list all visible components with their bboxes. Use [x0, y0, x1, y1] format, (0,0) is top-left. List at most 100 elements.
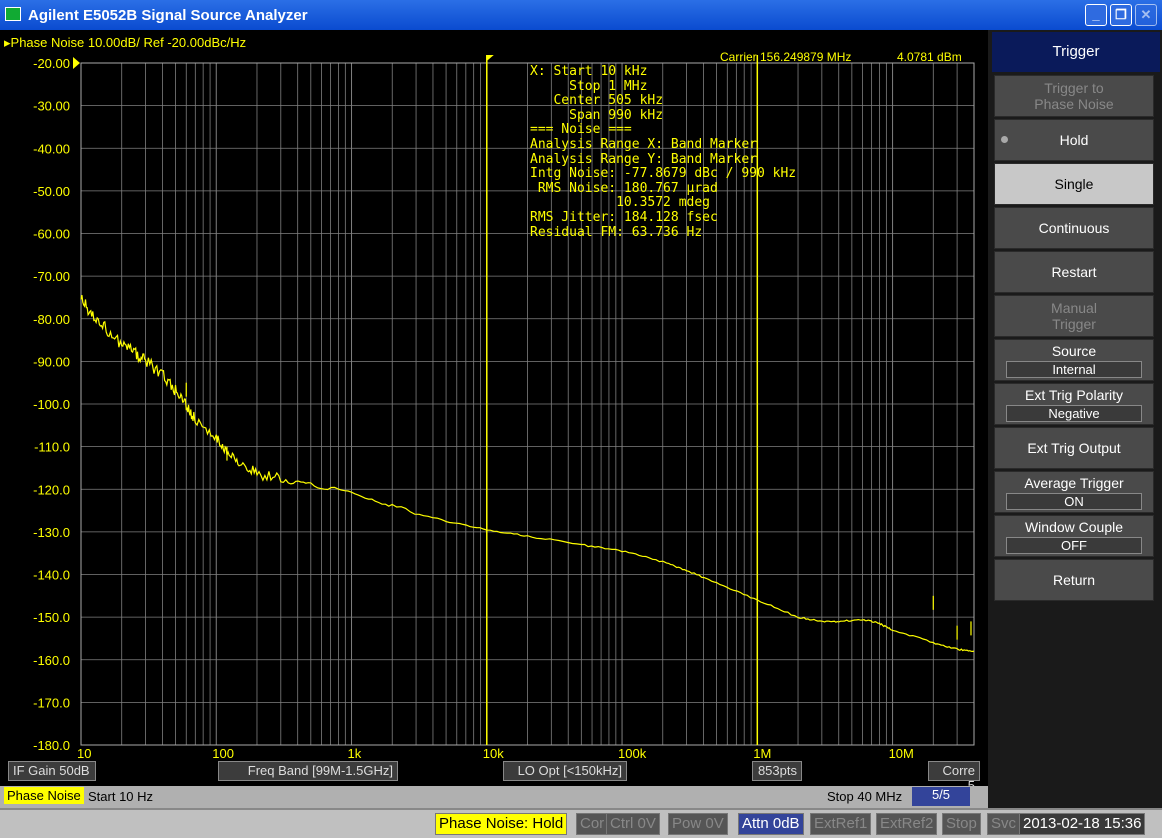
softkey-continuous[interactable]: Continuous: [994, 207, 1154, 249]
analysis-line: Analysis Range X: Band Marker: [530, 138, 796, 153]
status-indicator: Svc: [987, 813, 1020, 835]
x-tick-label: 1M: [753, 746, 771, 761]
softkey-restart[interactable]: Restart: [994, 251, 1154, 293]
y-tick-label: -170.0: [33, 695, 70, 710]
status-indicator: Pow 0V: [668, 813, 728, 835]
stop-frequency[interactable]: Stop 40 MHz: [827, 789, 902, 804]
y-tick-label: -60.00: [33, 227, 70, 242]
analysis-line: 10.3572 mdeg: [530, 196, 796, 211]
setting-indicator[interactable]: 853pts: [752, 761, 802, 781]
softkey-label: Source: [1052, 343, 1096, 359]
minimize-button[interactable]: _: [1085, 4, 1107, 26]
y-tick-label: -110.0: [34, 440, 70, 455]
reference-level-marker-icon: [73, 57, 80, 69]
softkey-manual-trigger[interactable]: Manual Trigger: [994, 295, 1154, 337]
y-tick-label: -90.00: [33, 354, 70, 369]
analysis-line: X: Start 10 kHz: [530, 65, 796, 80]
restore-button[interactable]: ❐: [1110, 4, 1132, 26]
softkey-window-couple[interactable]: Window Couple OFF: [994, 515, 1154, 557]
analysis-line: === Noise ===: [530, 123, 796, 138]
softkey-label: Window Couple: [1025, 519, 1123, 535]
softkey-label: Trigger to Phase Noise: [1034, 80, 1113, 112]
analysis-line: Analysis Range Y: Band Marker: [530, 153, 796, 168]
carrier-readout: Carrier 156.249879 MHz: [720, 50, 851, 64]
softkey-value: OFF: [1006, 537, 1142, 554]
y-tick-label: -120.0: [33, 482, 70, 497]
carrier-power: 4.0781 dBm: [897, 50, 962, 64]
softkey-label: Ext Trig Polarity: [1025, 387, 1123, 403]
softkey-label: Continuous: [1039, 220, 1110, 236]
softkey-return[interactable]: Return: [994, 559, 1154, 601]
trace-header-text: Phase Noise 10.00dB/ Ref -20.00dBc/Hz: [11, 35, 247, 50]
status-indicator: Ctrl 0V: [606, 813, 660, 835]
instrument-status-bar: Phase Noise: Hold Cor Ctrl 0V Pow 0V Attn 0d…: [0, 808, 1162, 838]
app-icon: [5, 7, 21, 21]
softkey-label: Ext Trig Output: [1027, 440, 1120, 456]
softkey-label: Average Trigger: [1024, 475, 1123, 491]
y-tick-label: -100.0: [33, 397, 70, 412]
y-tick-label: -70.00: [33, 269, 70, 284]
status-indicator: Cor: [576, 813, 608, 835]
setting-indicator[interactable]: Corre 5: [928, 761, 980, 781]
status-indicator: Stop: [942, 813, 981, 835]
x-tick-label: 100: [212, 746, 234, 761]
softkey-trigger-to-phase-noise[interactable]: Trigger to Phase Noise: [994, 75, 1154, 117]
x-tick-label: 10: [77, 746, 91, 761]
y-tick-label: -140.0: [33, 568, 70, 583]
close-button[interactable]: ✕: [1135, 4, 1157, 26]
setting-indicator[interactable]: LO Opt [<150kHz]: [503, 761, 627, 781]
datetime: 2013-02-18 15:36: [1019, 813, 1145, 835]
softkey-label: Manual Trigger: [1051, 300, 1097, 332]
softkey-value: Negative: [1006, 405, 1142, 422]
softkey-value: ON: [1006, 493, 1142, 510]
y-tick-label: -40.00: [33, 141, 70, 156]
y-tick-label: -20.00: [33, 56, 70, 71]
x-tick-label: 10M: [889, 746, 914, 761]
softkey-label: Restart: [1051, 264, 1096, 280]
y-tick-label: -130.0: [33, 525, 70, 540]
analysis-readout: X: Start 10 kHz Stop 1 MHz Center 505 kH…: [530, 65, 796, 240]
active-indicator-icon: [1001, 136, 1008, 143]
x-tick-label: 10k: [483, 746, 504, 761]
softkey-ext-trig-polarity[interactable]: Ext Trig Polarity Negative: [994, 383, 1154, 425]
trace-header: ▸Phase Noise 10.00dB/ Ref -20.00dBc/Hz: [4, 35, 246, 51]
softkey-average-trigger[interactable]: Average Trigger ON: [994, 471, 1154, 513]
x-tick-label: 100k: [618, 746, 647, 761]
status-indicator: Phase Noise: Hold: [435, 813, 567, 835]
softkey-value: Internal: [1006, 361, 1142, 378]
status-indicator: ExtRef2: [876, 813, 937, 835]
y-tick-label: -30.00: [33, 99, 70, 114]
measurement-type: Phase Noise: [4, 787, 84, 804]
y-tick-label: -150.0: [33, 610, 70, 625]
y-tick-label: -50.00: [33, 184, 70, 199]
carrier-frequency: Carrier 156.249879 MHz: [720, 50, 851, 64]
softkey-ext-trig-output[interactable]: Ext Trig Output: [994, 427, 1154, 469]
status-indicator: Attn 0dB: [738, 813, 804, 835]
status-line: Phase Noise Start 10 Hz Stop 40 MHz 5/5: [0, 786, 988, 808]
softkey-label: Single: [1055, 176, 1094, 192]
title-bar: Agilent E5052B Signal Source Analyzer _ …: [0, 0, 1162, 30]
softkey-label: Hold: [1060, 132, 1089, 148]
softkey-source[interactable]: Source Internal: [994, 339, 1154, 381]
band-marker-flag-icon: [487, 55, 494, 61]
phase-noise-chart: -20.00 -30.00 -40.00 -50.00 -60.00 -70.00 -80.…: [0, 30, 988, 808]
window-title: Agilent E5052B Signal Source Analyzer: [28, 7, 308, 24]
measurement-screen: -20.00 -30.00 -40.00 -50.00 -60.00 -70.00 -80.…: [0, 30, 988, 808]
start-frequency[interactable]: Start 10 Hz: [88, 789, 153, 804]
softkey-single[interactable]: Single: [994, 163, 1154, 205]
x-tick-label: 1k: [348, 746, 362, 761]
y-tick-label: -180.0: [33, 738, 70, 753]
trace-count: 5/5: [912, 787, 970, 806]
analysis-line: Center 505 kHz: [530, 94, 796, 109]
status-indicator: ExtRef1: [810, 813, 871, 835]
y-tick-label: -160.0: [33, 653, 70, 668]
softkey-header: Trigger: [992, 32, 1160, 72]
setting-indicator[interactable]: Freq Band [99M-1.5GHz]: [218, 761, 398, 781]
softkey-hold[interactable]: Hold: [994, 119, 1154, 161]
softkey-panel: Trigger Trigger to Phase Noise Hold Single…: [988, 30, 1162, 808]
setting-indicator[interactable]: IF Gain 50dB: [8, 761, 96, 781]
y-tick-label: -80.00: [33, 312, 70, 327]
analysis-line: Intg Noise: -77.8679 dBc / 990 kHz: [530, 167, 796, 182]
analysis-line: Stop 1 MHz: [530, 80, 796, 95]
analysis-line: Residual FM: 63.736 Hz: [530, 226, 796, 241]
